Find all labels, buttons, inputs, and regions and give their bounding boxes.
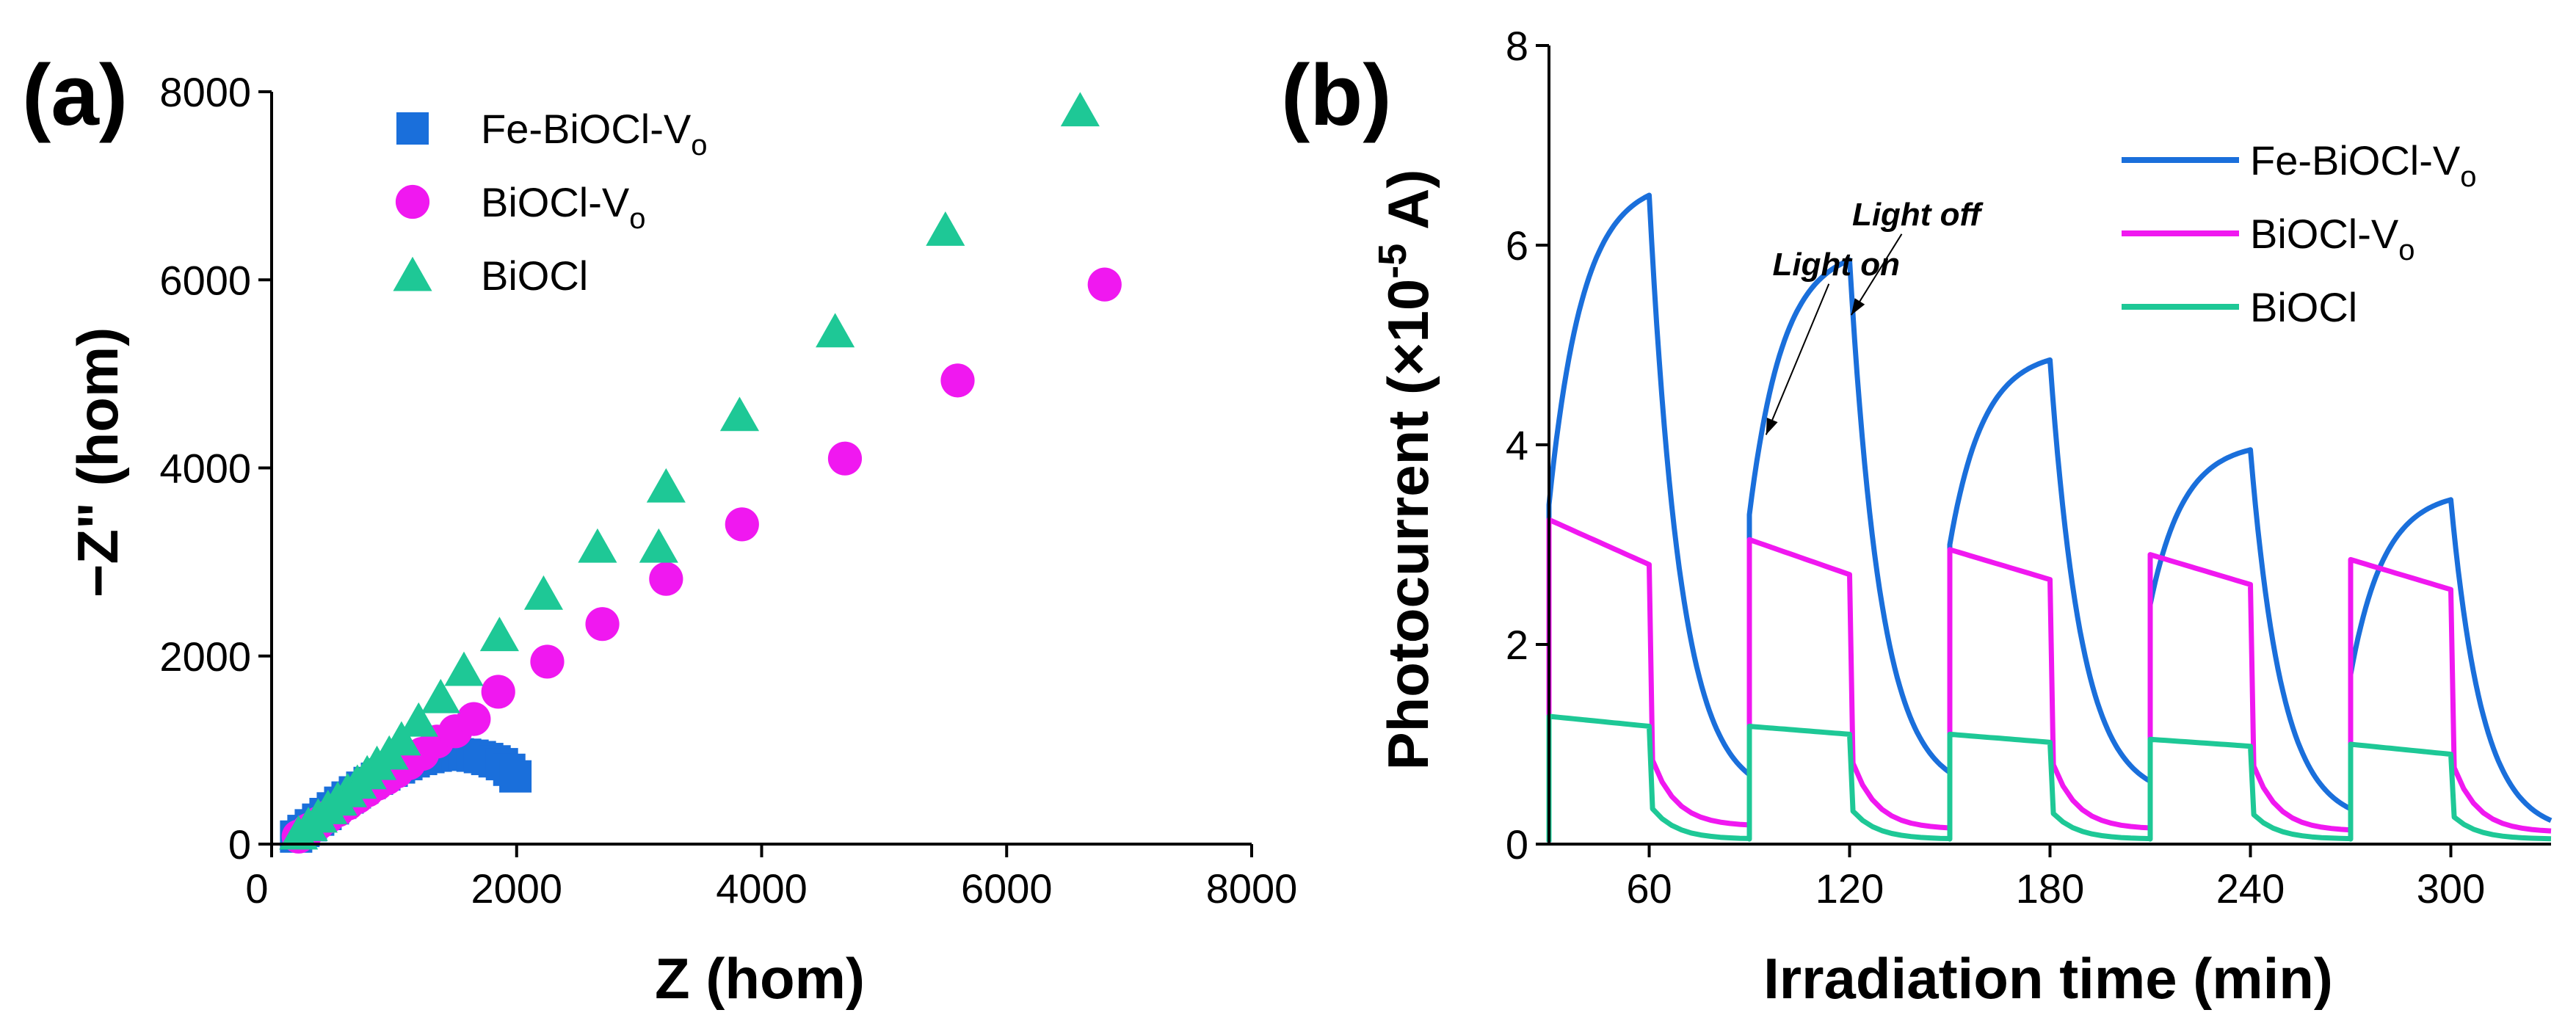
panel-b-legend-name-0: Fe-BiOCl-V — [2250, 137, 2461, 183]
panel-a-y-tick-label-2: 4000 — [159, 446, 251, 492]
panel-a-x-axis-title: Z (hom) — [655, 946, 865, 1011]
panel-a-x-tick-label-2: 4000 — [716, 865, 808, 912]
panel-b-y-axis-title-unit: A) — [1376, 170, 1440, 244]
panel-b-x-tick-label-3: 240 — [2216, 865, 2285, 912]
panel-a-point-1-22 — [940, 363, 975, 398]
panel-a-legend-marker-2 — [393, 256, 432, 291]
panel-b-legend-label-2: BiOCl — [2250, 284, 2357, 330]
panel-a-point-2-18 — [646, 468, 686, 503]
panel-a-point-2-20 — [816, 313, 855, 348]
panel-b-x-tick-label-0: 60 — [1626, 865, 1672, 912]
panel-a-point-2-22 — [1060, 92, 1100, 127]
panel-a-series-2 — [279, 92, 1100, 850]
panel-a-point-2-21 — [926, 211, 965, 246]
panel-a-point-2-17 — [639, 528, 678, 563]
panel-b-legend-name-2: BiOCl — [2250, 284, 2357, 330]
panel-a-series-1 — [281, 267, 1122, 854]
panel-b-y-tick-label-2: 4 — [1506, 422, 1528, 468]
panel-a-axes: 0 2000 4000 6000 8000 0 2000 4000 6000 8000 — [159, 69, 1297, 912]
panel-a-series — [279, 92, 1122, 854]
panel-a: (a) 0 2000 4000 6000 8000 0 2000 4000 6000 8000 Z… — [22, 47, 1297, 1011]
panel-a-point-0-30 — [499, 760, 532, 793]
panel-b-series-line-1 — [1546, 517, 2552, 843]
panel-b-legend-name-1: BiOCl-V — [2250, 211, 2399, 257]
panel-a-point-1-23 — [1087, 267, 1122, 302]
panel-a-point-1-20 — [725, 507, 759, 542]
panel-a-x-tick-label-3: 6000 — [961, 865, 1053, 912]
panel-b-y-tick-label-3: 6 — [1506, 222, 1528, 269]
panel-b-axes: 60 120 180 240 300 0 2 4 6 8 — [1506, 23, 2551, 912]
panel-a-point-1-18 — [585, 607, 620, 642]
panel-b-legend-subscript-0: o — [2460, 161, 2476, 193]
panel-b-y-axis-title-exponent: -5 — [1371, 244, 1415, 279]
panel-a-legend-name-0: Fe-BiOCl-V — [481, 106, 692, 152]
panel-b-label: (b) — [1281, 47, 1392, 144]
panel-a-legend-name-1: BiOCl-V — [481, 179, 630, 225]
panel-a-x-tick-label-4: 8000 — [1206, 865, 1298, 912]
panel-b-annotation-arrowhead-1 — [1851, 298, 1865, 316]
panel-a-legend-marker-0 — [396, 112, 429, 145]
panel-a-point-1-15 — [457, 702, 491, 736]
panel-b-legend-label-1: BiOCl-Vo — [2250, 211, 2414, 266]
panel-a-legend-label-2: BiOCl — [481, 252, 588, 299]
panel-b-x-tick-label-4: 300 — [2417, 865, 2485, 912]
panel-b-annotation-1: Light off — [1852, 197, 1984, 233]
panel-a-point-1-21 — [827, 441, 863, 476]
panel-a-point-2-12 — [421, 678, 460, 713]
panel-b-y-tick-label-0: 0 — [1506, 821, 1528, 868]
panel-b-y-tick-label-4: 8 — [1506, 23, 1528, 69]
panel-a-point-1-16 — [481, 675, 515, 709]
panel-a-legend-marker-1 — [395, 184, 430, 219]
panel-b-series — [1546, 192, 2553, 843]
panel-a-legend-name-2: BiOCl — [481, 252, 588, 299]
panel-a-y-axis-title: −Z" (hom) — [65, 327, 130, 597]
panel-b-annotation-arrow-0 — [1765, 283, 1830, 435]
panel-a-point-2-10 — [382, 721, 421, 756]
panel-a-x-tick-label-1: 2000 — [471, 865, 562, 912]
panel-b-legend-label-0: Fe-BiOCl-Vo — [2250, 137, 2476, 193]
panel-b-y-axis-title: Photocurrent (×10-5 A) — [1371, 170, 1440, 771]
panel-b-annotation-arrowhead-0 — [1766, 418, 1778, 435]
panel-b-y-tick-label-1: 2 — [1506, 622, 1528, 668]
panel-a-y-tick-label-3: 6000 — [159, 257, 251, 303]
panel-b-x-tick-label-1: 120 — [1815, 865, 1884, 912]
panel-a-point-2-15 — [523, 575, 564, 610]
panel-b-x-tick-label-2: 180 — [2016, 865, 2084, 912]
panel-a-point-1-19 — [649, 562, 683, 596]
panel-b-series-line-2 — [1546, 713, 2552, 843]
panel-b-series-line-0 — [1546, 192, 2553, 843]
panel-a-point-2-19 — [719, 396, 760, 432]
panel-b-y-axis-title-main: Photocurrent (×10 — [1376, 279, 1440, 771]
panel-a-y-tick-label-1: 2000 — [159, 633, 251, 680]
panel-a-legend-subscript-0: o — [691, 129, 707, 161]
panel-a-point-2-13 — [444, 651, 484, 686]
panel-a-label: (a) — [22, 47, 128, 144]
panel-b: (b) 60 120 180 240 300 0 2 4 6 8 Irradiation time… — [1281, 23, 2553, 1011]
panel-a-legend-label-1: BiOCl-Vo — [481, 179, 645, 235]
panel-a-legend-subscript-1: o — [629, 203, 645, 235]
panel-a-point-2-14 — [479, 617, 519, 652]
panel-b-annotations: Light on Light off — [1765, 197, 1984, 435]
panel-a-legend-label-0: Fe-BiOCl-Vo — [481, 106, 707, 161]
panel-b-x-axis-title: Irradiation time (min) — [1763, 946, 2333, 1011]
panel-a-point-1-17 — [530, 644, 565, 679]
panel-a-point-2-11 — [399, 702, 438, 737]
panel-a-x-tick-label-0: 0 — [245, 865, 268, 912]
panel-a-point-2-16 — [578, 528, 617, 563]
panel-a-y-tick-label-4: 8000 — [159, 69, 251, 115]
panel-a-y-tick-label-0: 0 — [228, 821, 251, 868]
panel-b-legend-subscript-1: o — [2398, 234, 2414, 266]
panel-b-annotation-0: Light on — [1773, 247, 1901, 283]
